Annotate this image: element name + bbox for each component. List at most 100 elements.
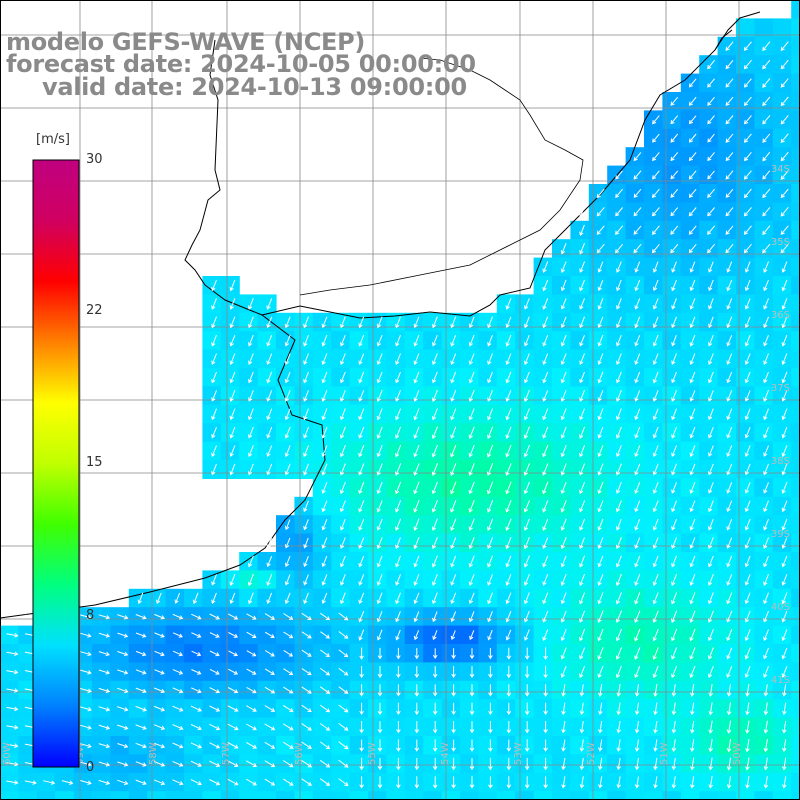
wind-arrow bbox=[359, 739, 364, 752]
wind-speed-cell bbox=[772, 147, 792, 167]
wind-arrow bbox=[247, 408, 254, 421]
wind-speed-cell bbox=[331, 662, 351, 682]
wind-speed-cell bbox=[754, 92, 774, 111]
wind-speed-cell bbox=[386, 441, 406, 461]
wind-speed-cell bbox=[294, 644, 314, 663]
wind-arrow bbox=[211, 427, 217, 439]
wind-speed-cell bbox=[717, 368, 737, 387]
wind-speed-cell bbox=[386, 460, 406, 479]
wind-speed-cell bbox=[184, 607, 203, 627]
wind-speed-cell bbox=[533, 644, 553, 663]
wind-arrow bbox=[598, 702, 603, 716]
wind-speed-cell bbox=[496, 460, 516, 479]
wind-arrow bbox=[634, 757, 640, 771]
wind-arrow bbox=[211, 445, 217, 457]
wind-speed-cell bbox=[699, 202, 719, 222]
wind-arrow bbox=[413, 592, 420, 605]
wind-speed-cell bbox=[791, 18, 800, 38]
wind-arrow bbox=[376, 463, 383, 476]
wind-arrow bbox=[762, 41, 771, 52]
wind-speed-cell bbox=[331, 588, 351, 608]
wind-speed-cell bbox=[552, 368, 571, 387]
wind-arrow bbox=[726, 537, 733, 549]
wind-arrow bbox=[468, 371, 475, 384]
wind-speed-cell bbox=[662, 368, 682, 387]
wind-arrow bbox=[488, 684, 493, 697]
wind-arrow bbox=[358, 334, 365, 347]
wind-speed-cell bbox=[460, 680, 479, 700]
wind-arrow bbox=[725, 115, 734, 125]
wind-arrow bbox=[671, 335, 677, 347]
wind-arrow bbox=[301, 704, 312, 713]
wind-arrow bbox=[487, 426, 494, 439]
wind-arrow bbox=[339, 316, 346, 329]
wind-speed-cell bbox=[220, 754, 240, 774]
wind-arrow bbox=[376, 629, 383, 641]
wind-arrow bbox=[542, 463, 549, 476]
wind-speed-cell bbox=[625, 460, 645, 479]
wind-arrow bbox=[744, 96, 752, 107]
wind-speed-cell bbox=[441, 533, 461, 553]
wind-speed-cell bbox=[404, 533, 424, 553]
wind-arrow bbox=[597, 665, 604, 679]
wind-speed-cell bbox=[294, 552, 314, 571]
wind-speed-cell bbox=[588, 533, 608, 553]
wind-arrow bbox=[487, 316, 493, 329]
wind-speed-cell bbox=[607, 791, 627, 800]
wind-speed-cell bbox=[294, 386, 314, 406]
wind-arrow bbox=[468, 592, 475, 605]
wind-arrow bbox=[98, 779, 111, 785]
wind-speed-cell bbox=[533, 496, 553, 516]
wind-arrow bbox=[689, 537, 696, 549]
wind-speed-cell bbox=[772, 92, 792, 111]
wind-arrow bbox=[172, 760, 184, 767]
wind-arrow bbox=[377, 666, 383, 679]
wind-arrow bbox=[264, 760, 276, 768]
wind-arrow bbox=[61, 780, 74, 785]
wind-arrow bbox=[414, 758, 420, 771]
wind-arrow bbox=[744, 592, 751, 605]
wind-speed-cell bbox=[202, 607, 222, 627]
wind-arrow bbox=[376, 353, 383, 365]
wind-speed-cell bbox=[404, 754, 424, 774]
wind-speed-cell bbox=[515, 680, 535, 700]
wind-speed-cell bbox=[294, 423, 314, 443]
wind-speed-cell bbox=[662, 128, 682, 148]
wind-speed-cell bbox=[460, 662, 479, 682]
wind-speed-cell bbox=[257, 699, 277, 719]
wind-arrow bbox=[524, 629, 530, 641]
wind-speed-cell bbox=[349, 699, 369, 719]
wind-speed-cell bbox=[588, 736, 608, 755]
wind-arrow bbox=[780, 41, 789, 52]
wind-arrow bbox=[450, 481, 457, 495]
wind-speed-cell bbox=[533, 257, 553, 277]
wind-speed-cell bbox=[588, 662, 608, 682]
wind-arrow bbox=[763, 463, 769, 476]
wind-speed-cell bbox=[496, 349, 516, 369]
wind-speed-cell bbox=[791, 772, 800, 792]
wind-speed-cell bbox=[791, 533, 800, 553]
wind-speed-cell bbox=[496, 570, 516, 590]
wind-speed-cell bbox=[220, 772, 240, 792]
wind-arrow bbox=[191, 669, 202, 675]
wind-speed-cell bbox=[404, 699, 424, 719]
wind-speed-cell bbox=[607, 257, 627, 277]
wind-arrow bbox=[634, 537, 641, 549]
wind-arrow bbox=[340, 371, 346, 384]
wind-speed-cell bbox=[772, 496, 792, 516]
wind-arrow bbox=[726, 776, 732, 789]
wind-speed-cell bbox=[515, 478, 535, 498]
wind-speed-cell bbox=[625, 312, 645, 332]
wind-arrow bbox=[780, 133, 789, 144]
wind-arrow bbox=[763, 445, 769, 457]
wind-speed-cell bbox=[717, 699, 737, 719]
wind-arrow bbox=[506, 757, 512, 771]
wind-arrow bbox=[707, 207, 715, 217]
wind-speed-cell bbox=[570, 220, 590, 240]
wind-speed-cell bbox=[736, 184, 755, 203]
wind-speed-cell bbox=[699, 331, 719, 351]
wind-speed-cell bbox=[423, 588, 443, 608]
wind-speed-cell bbox=[533, 717, 553, 737]
wind-speed-cell bbox=[368, 386, 387, 406]
wind-speed-cell bbox=[404, 680, 424, 700]
